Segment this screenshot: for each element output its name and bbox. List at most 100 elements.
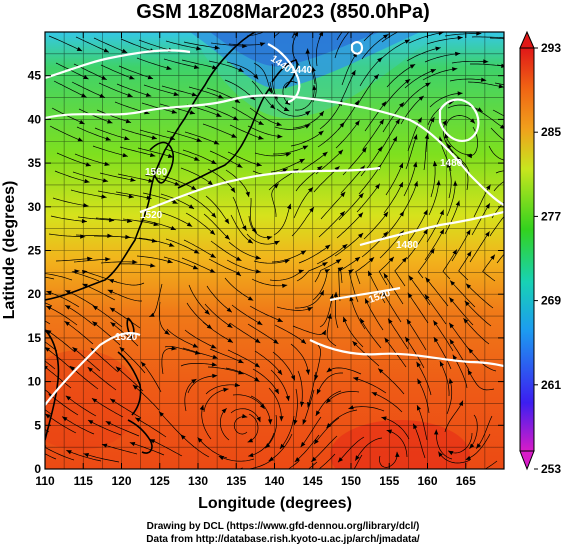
streamline <box>290 130 324 147</box>
streamline <box>297 151 328 174</box>
streamline <box>109 307 141 329</box>
stream-arrowhead <box>226 307 232 313</box>
stream-arrowhead <box>149 152 156 157</box>
streamline <box>394 256 408 287</box>
streamline <box>115 191 152 200</box>
stream-arrowhead <box>275 22 280 27</box>
streamline <box>166 328 199 348</box>
streamline <box>182 347 219 359</box>
stream-arrowhead <box>91 398 98 403</box>
stream-arrowhead <box>335 10 340 15</box>
streamline <box>292 32 300 66</box>
stream-arrowhead <box>442 119 447 126</box>
stream-arrowhead <box>180 434 186 440</box>
stream-arrowhead <box>207 180 213 186</box>
streamline <box>448 322 472 353</box>
streamline <box>105 420 140 437</box>
height-contour <box>309 339 504 368</box>
stream-arrowhead <box>452 67 458 72</box>
stream-arrowhead <box>192 343 199 348</box>
stream-arrowhead <box>171 109 177 114</box>
stream-arrowhead <box>242 225 247 231</box>
stream-arrowhead <box>334 166 340 172</box>
streamline <box>439 361 450 397</box>
x-tick-label: 155 <box>379 474 399 488</box>
philippines-coast <box>117 351 153 454</box>
stream-arrowhead <box>66 450 72 455</box>
stream-arrowhead <box>416 361 421 368</box>
streamline <box>182 149 217 165</box>
contour-label: 1480 <box>396 240 419 251</box>
streamline <box>231 106 264 126</box>
stream-arrowhead <box>128 194 134 199</box>
streamline <box>203 388 229 413</box>
x-tick-label: 125 <box>150 474 170 488</box>
stream-arrowhead <box>259 403 265 409</box>
stream-arrowhead <box>77 137 83 142</box>
streamline <box>45 446 75 461</box>
stream-arrowhead <box>368 257 375 263</box>
streamline <box>371 392 403 413</box>
stream-arrowhead <box>329 294 334 300</box>
stream-arrowhead <box>304 124 311 129</box>
streamline <box>493 181 504 192</box>
streamline <box>276 108 311 117</box>
stream-arrowhead <box>485 231 490 237</box>
stream-arrowhead <box>107 233 113 238</box>
streamline <box>279 415 295 450</box>
streamline <box>205 195 230 225</box>
streamline <box>225 169 250 198</box>
streamline <box>72 171 109 182</box>
stream-arrowhead <box>368 270 373 277</box>
stream-arrowhead <box>83 74 89 80</box>
streamline <box>337 436 365 463</box>
colorbar-ticks: 253 261 269 277 285 293 <box>534 41 561 476</box>
stream-arrowhead <box>238 358 244 363</box>
streamline <box>302 389 315 425</box>
streamline <box>247 323 279 345</box>
streamline <box>488 145 504 161</box>
streamline <box>119 346 146 374</box>
stream-arrowhead <box>386 429 392 434</box>
streamline <box>416 361 432 396</box>
stream-arrowhead <box>255 269 262 274</box>
streamline <box>45 305 78 326</box>
streamline <box>384 337 407 368</box>
stream-arrowhead <box>249 95 256 100</box>
streamline <box>45 273 73 281</box>
streamline <box>458 251 472 281</box>
streamline <box>142 192 178 204</box>
stream-arrowhead <box>145 92 152 97</box>
streamline <box>444 400 464 433</box>
streamline <box>202 321 234 343</box>
stream-arrowhead <box>307 307 313 312</box>
x-tick-label: 160 <box>417 474 437 488</box>
stream-arrowhead <box>141 361 146 367</box>
stream-arrowhead <box>149 439 156 444</box>
stream-arrowhead <box>308 187 313 193</box>
streamline <box>408 32 444 44</box>
stream-arrowhead <box>164 330 170 335</box>
streamline <box>271 63 278 100</box>
streamline <box>83 453 120 463</box>
stream-arrowhead <box>290 375 295 381</box>
streamline <box>99 172 136 182</box>
stream-arrowhead <box>273 183 279 189</box>
streamline <box>379 39 411 61</box>
stream-arrowhead <box>486 184 491 190</box>
stream-arrowhead <box>168 242 175 247</box>
stream-arrowhead <box>259 42 266 47</box>
streamline <box>269 81 290 112</box>
stream-arrowhead <box>409 25 415 29</box>
stream-arrowhead <box>146 195 152 200</box>
streamline <box>364 101 387 132</box>
streamline <box>484 460 498 469</box>
stream-arrowhead <box>209 268 216 273</box>
stream-arrowhead <box>476 443 481 449</box>
streamline <box>430 160 436 198</box>
streamline <box>291 206 315 237</box>
stream-arrowhead <box>294 457 300 462</box>
stream-arrowhead <box>353 376 359 382</box>
streamline <box>144 174 180 186</box>
streamline <box>467 369 495 391</box>
